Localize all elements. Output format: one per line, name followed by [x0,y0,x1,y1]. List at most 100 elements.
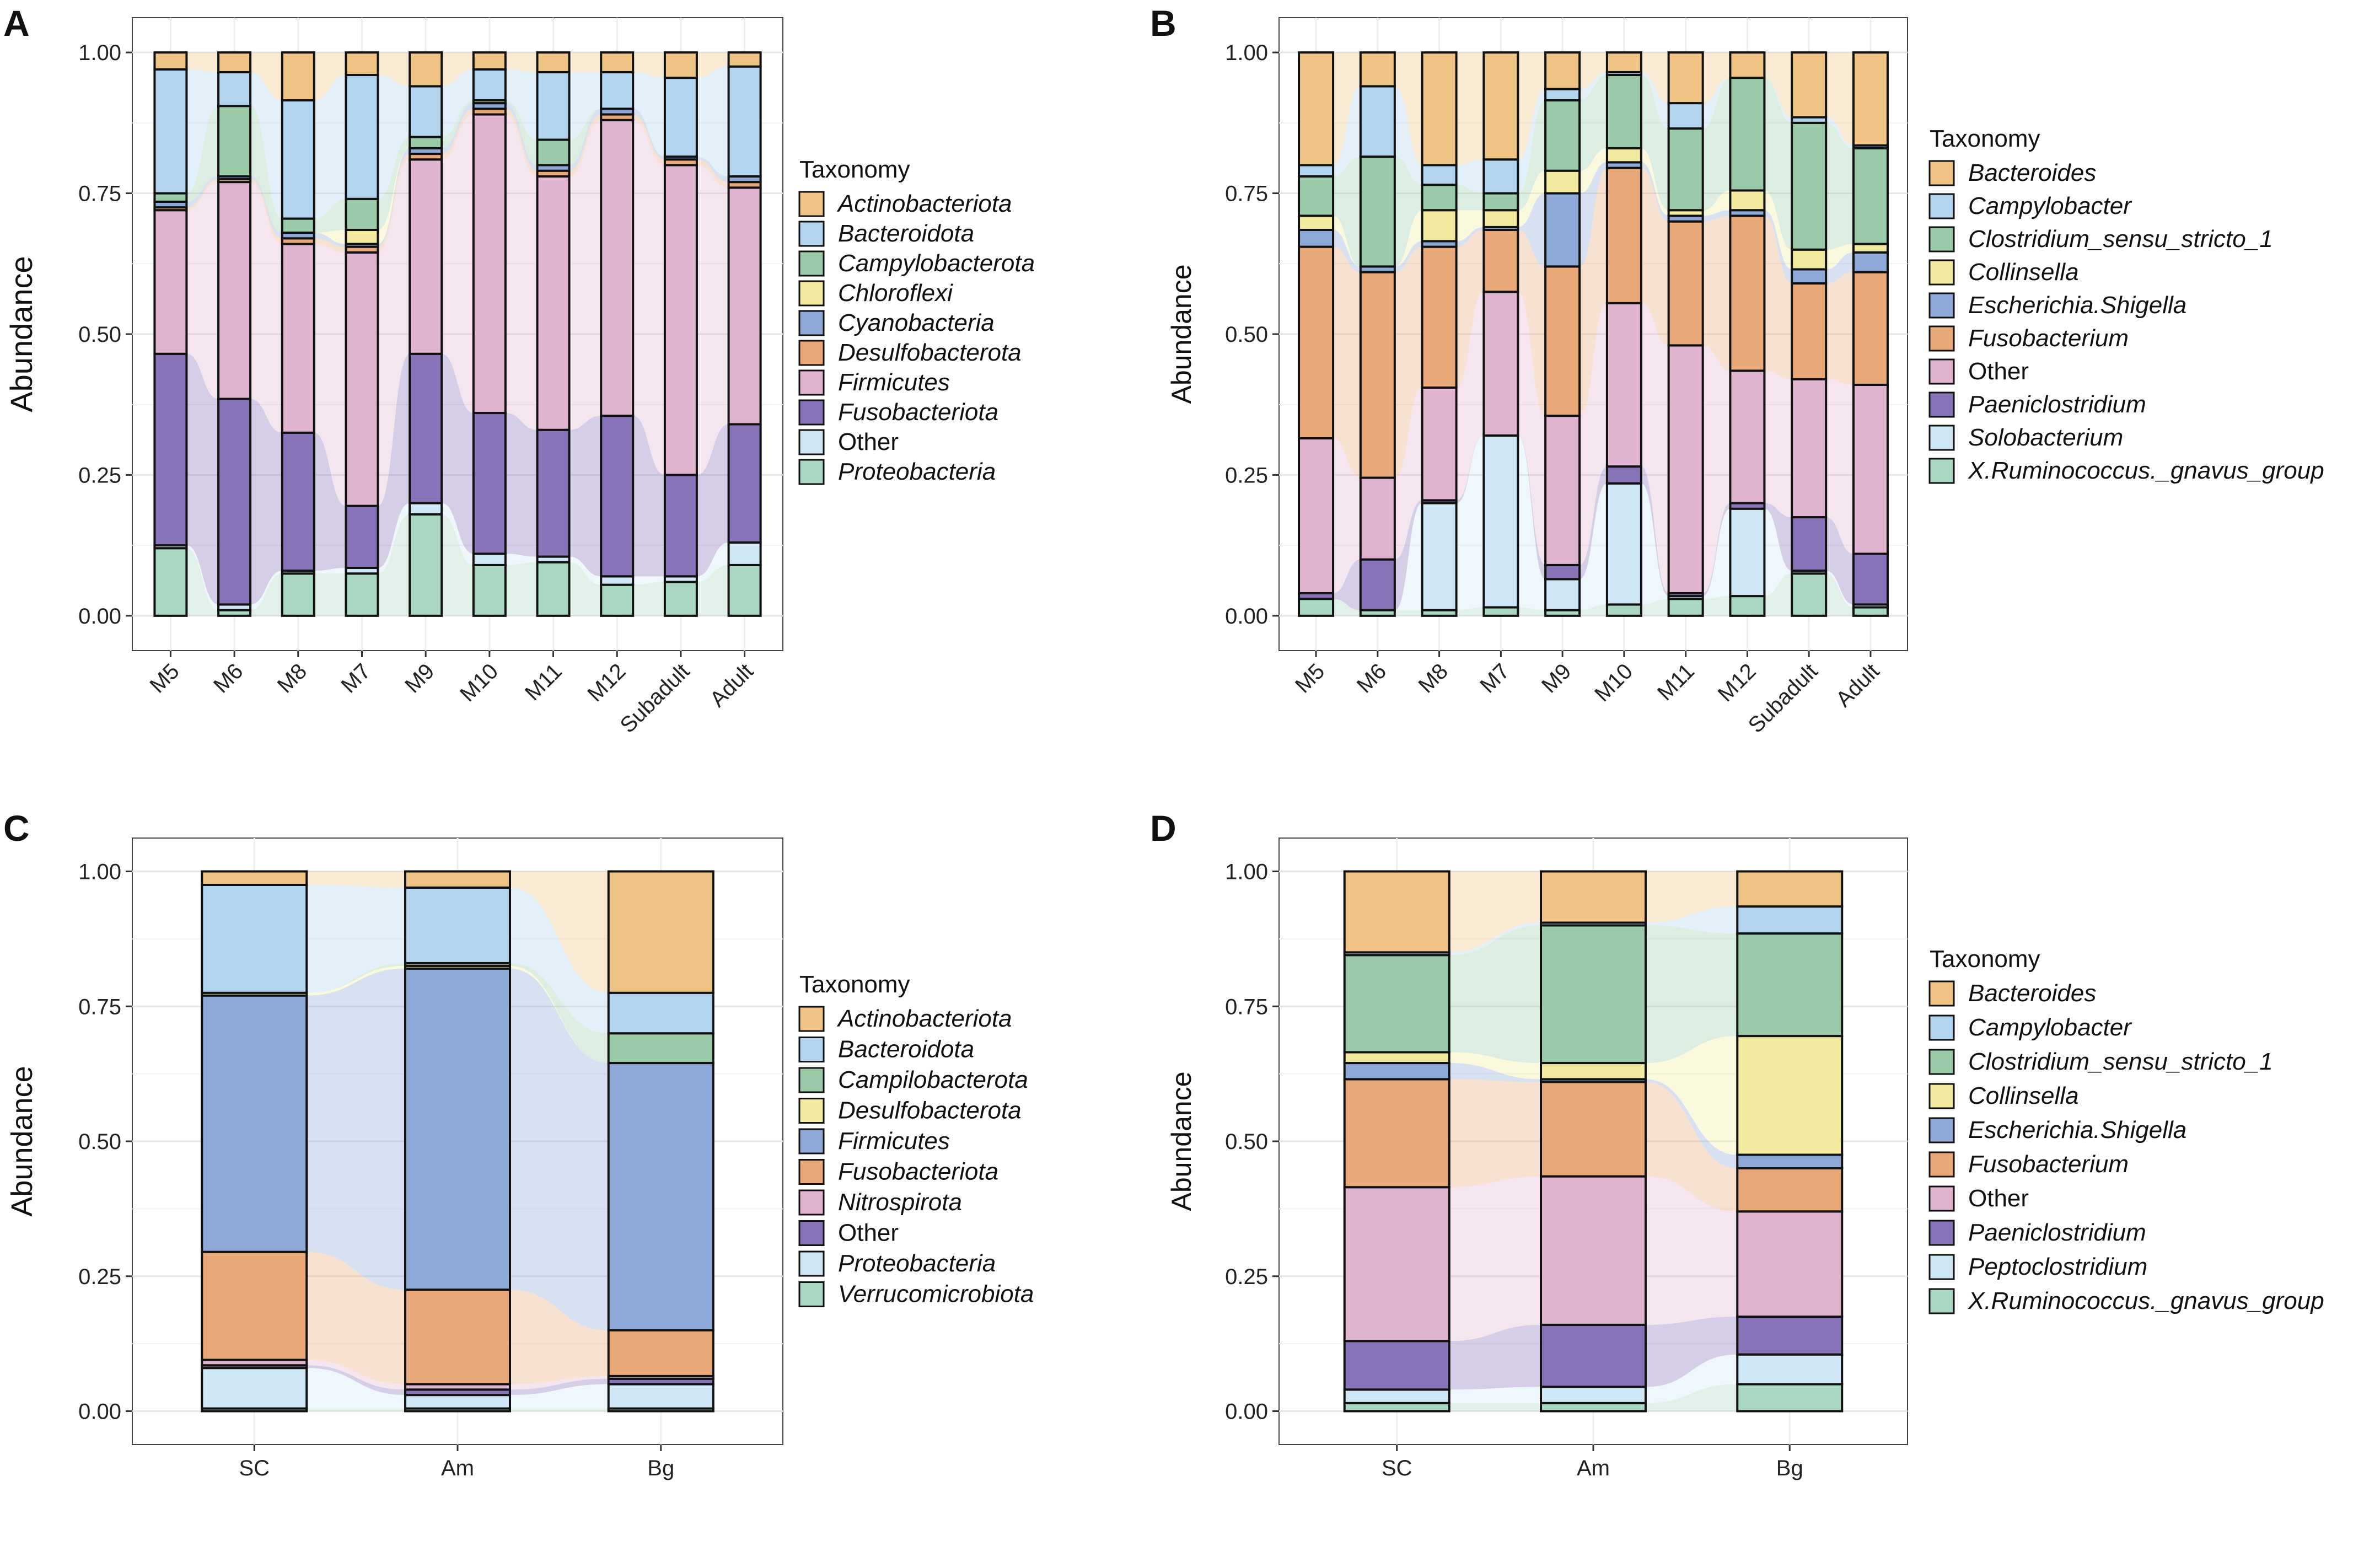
flow-bacteroides [1764,52,1792,117]
flow-actinobacteriota [569,52,601,72]
bar-m9-clostridium-sensu-stricto-1 [1544,99,1581,172]
flow-actinobacteriota [510,871,609,993]
flow-firmicutes [696,165,729,475]
bar-m9-other [1544,415,1581,566]
flow-verrucomicrobiota [510,1408,609,1411]
flow-paeniclostridium [1333,559,1361,610]
flow-cyanobacteria [314,233,346,247]
bar-m11-fusobacterium [1667,220,1704,347]
bar-sc-firmicutes [201,994,308,1253]
legend-swatch-campilobacterota [798,1067,825,1093]
flow-fusobacteriota [314,432,346,571]
legend-title: Taxonomy [1930,946,2040,973]
bar-m11-actinobacteriota [536,51,571,73]
legend-label-campylobacterota: Campylobacterota [838,250,1035,277]
flow-fusobacterium [1579,168,1607,416]
bar-m9-collinsella [1544,169,1581,195]
legend-label-fusobacteriota: Fusobacteriota [838,399,998,426]
flow-chloroflexi [378,148,410,244]
x-tick-label-m7: M7 [336,659,375,697]
legend-label-x-ruminococcus-gnavus-group: X.Ruminococcus._gnavus_group [1968,1287,2324,1314]
bar-am-actinobacteriota [404,870,511,889]
chart-d: 0.00 0.25 0.50 0.75 1.00 SC Am Bg Abundance Taxon… [1166,837,2324,1480]
flow-other [250,571,282,610]
flow-actinobacteriota [314,52,346,100]
flow-desulfobacterota [250,179,282,244]
flow-bacteroidota [633,72,665,157]
legend-swatch-paeniclostridium [1928,391,1955,418]
bar-am-peptoclostridium [1540,1386,1647,1404]
panel-b: B 0.00 0.25 0.50 0.75 1.00 M5 M6 M8 M7 M9 M10 M11 M1… [1147,0,2380,777]
flow-escherichia-shigella [1702,210,1731,222]
legend-swatch-collinsella [1928,259,1955,286]
flow-campilobacterota [510,963,609,1064]
bar-subadult-fusobacterium [1791,282,1828,380]
flow-clostridium-sensu-stricto-1 [1333,157,1361,267]
bar-m10-proteobacteria [472,563,507,617]
legend-swatch-clostridium-sensu-stricto-1 [1928,226,1955,253]
y-tick-label: 1.00 [1225,860,1268,884]
bar-m10-clostridium-sensu-stricto-1 [1605,74,1642,149]
flow-escherichia-shigella [1641,162,1669,222]
flow-clostridium-sensu-stricto-1 [1518,100,1546,211]
legend-swatch-campylobacter [1928,1014,1955,1041]
panel-label-d: D [1150,808,1176,849]
flow-fusobacteriota [569,416,601,577]
bar-m6-fusobacterium [1359,271,1396,479]
bar-sc-peptoclostridium [1343,1388,1450,1404]
bar-am-clostridium-sensu-stricto-1 [1540,924,1647,1065]
flow-bacteroidota [314,75,346,219]
legend-label-desulfobacterota: Desulfobacterota [838,339,1022,366]
bar-m12-collinsella [1729,189,1766,212]
flow-bacteroides [1826,52,1854,146]
legend-swatch-bacteroidota [798,221,825,247]
bar-m6-bacteroides [1359,51,1396,88]
y-tick-label: 1.00 [78,41,121,65]
y-tick-label: 0.75 [1225,995,1268,1019]
flow-campylobacterota [314,198,346,233]
legend-label-firmicutes: Firmicutes [838,369,950,396]
x-tick-label-m6: M6 [209,659,248,697]
flow-fusobacterium [1394,246,1422,478]
y-tick-label: 0.50 [78,1130,121,1154]
flow-desulfobacterota [186,179,219,211]
bar-adult-other [1852,383,1889,555]
bar-m10-actinobacteriota [472,51,507,71]
flow-solobacterium [1456,435,1484,610]
bar-bg-collinsella [1736,1035,1844,1156]
flow-firmicutes [307,968,405,1290]
bar-m9-solobacterium [1544,578,1581,611]
bar-m9-firmicutes [409,158,443,355]
flow-collinsella [1702,190,1731,216]
legend-swatch-chloroflexi [798,280,825,307]
flow-x-ruminococcus-gnavus-group [1702,596,1731,616]
legend-swatch-paeniclostridium [1928,1220,1955,1246]
bar-m9-actinobacteriota [409,51,443,88]
legend-title: Taxonomy [799,156,910,183]
flow-actinobacteriota [633,52,665,78]
legend-label-clostridium-sensu-stricto-1: Clostridium_sensu_stricto_1 [1968,1048,2273,1075]
bar-am-x-ruminococcus-gnavus-group [1540,1402,1647,1413]
bar-m9-paeniclostridium [1544,563,1581,581]
x-tick-label-m9: M9 [1537,659,1576,697]
bar-m8-bacteroides [1421,51,1458,167]
y-tick-label: 0.00 [78,1400,121,1424]
bar-sc-bacteroides [1343,870,1450,954]
legend-label-escherichia-shigella: Escherichia.Shigella [1968,1116,2186,1143]
bar-subadult-escherichia-shigella [1791,268,1828,285]
legend-swatch-desulfobacterota [798,1098,825,1124]
x-tick-label-adult: Adult [1831,659,1884,712]
flow-other [378,503,410,574]
flow-escherichia-shigella [1518,193,1546,267]
bar-m8-bacteroidota [281,99,315,220]
flow-paeniclostridium [1579,466,1607,579]
x-tick-label-m11: M11 [520,659,567,705]
bar-m10-bacteroides [1605,51,1642,73]
flow-cyanobacteria [442,103,474,154]
y-tick-label: 0.25 [1225,463,1268,487]
bar-m6-fusobacteriota [217,398,252,606]
flow-x-ruminococcus-gnavus-group [1449,1403,1541,1411]
legend-swatch-other [798,429,825,455]
y-tick-label: 0.50 [1225,1130,1268,1154]
flow-fusobacterium [1702,216,1731,371]
